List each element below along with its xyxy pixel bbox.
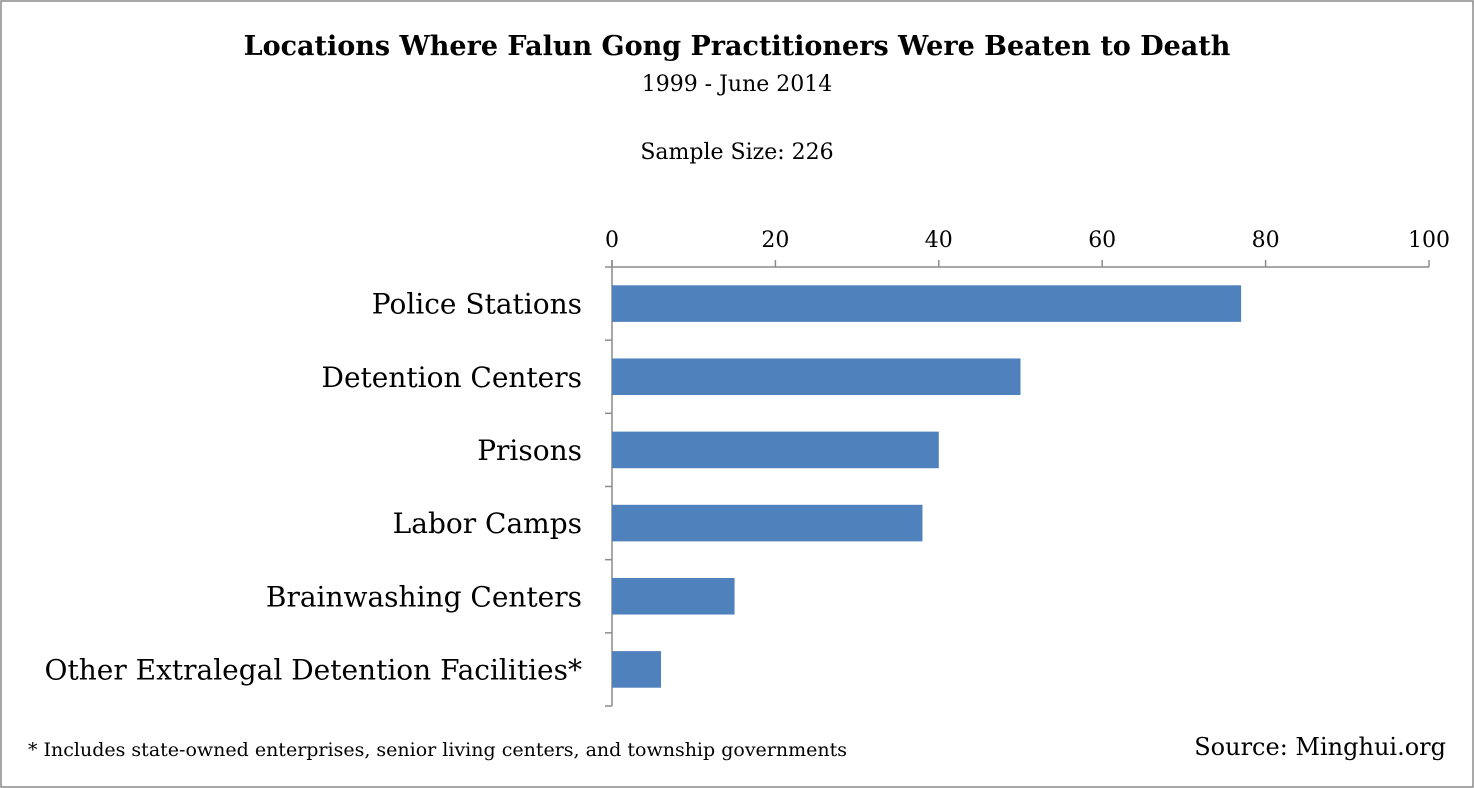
bar <box>612 358 1021 396</box>
bar <box>612 504 923 542</box>
x-tick-label: 60 <box>1088 228 1116 253</box>
x-tick-label: 100 <box>1408 228 1450 253</box>
category-label: Police Stations <box>372 288 582 321</box>
bar <box>612 651 662 688</box>
bars <box>612 285 1242 688</box>
category-label: Brainwashing Centers <box>266 580 582 613</box>
bar <box>612 285 1242 322</box>
x-tick-label: 40 <box>925 228 953 253</box>
x-tick-label: 20 <box>761 228 789 253</box>
y-ticks <box>605 266 612 707</box>
sample-size-label: Sample Size: 226 <box>640 140 833 165</box>
x-tick-label: 80 <box>1252 228 1280 253</box>
x-tick-label: 0 <box>605 228 619 253</box>
chart-title: Locations Where Falun Gong Practitioners… <box>244 31 1231 62</box>
source-label: Source: Minghui.org <box>1194 733 1446 761</box>
bar <box>612 431 939 469</box>
category-label: Other Extralegal Detention Facilities* <box>45 653 582 686</box>
footnote: * Includes state-owned enterprises, seni… <box>28 739 847 761</box>
x-axis <box>611 260 1429 706</box>
chart-subtitle: 1999 - June 2014 <box>642 72 833 97</box>
category-labels: Police Stations Detention Centers Prisons L… <box>45 288 582 687</box>
category-label: Labor Camps <box>393 507 582 540</box>
category-label: Prisons <box>477 434 582 467</box>
bar <box>612 577 735 615</box>
x-ticks: 0 20 40 60 80 100 <box>605 228 1450 267</box>
category-label: Detention Centers <box>322 361 582 394</box>
